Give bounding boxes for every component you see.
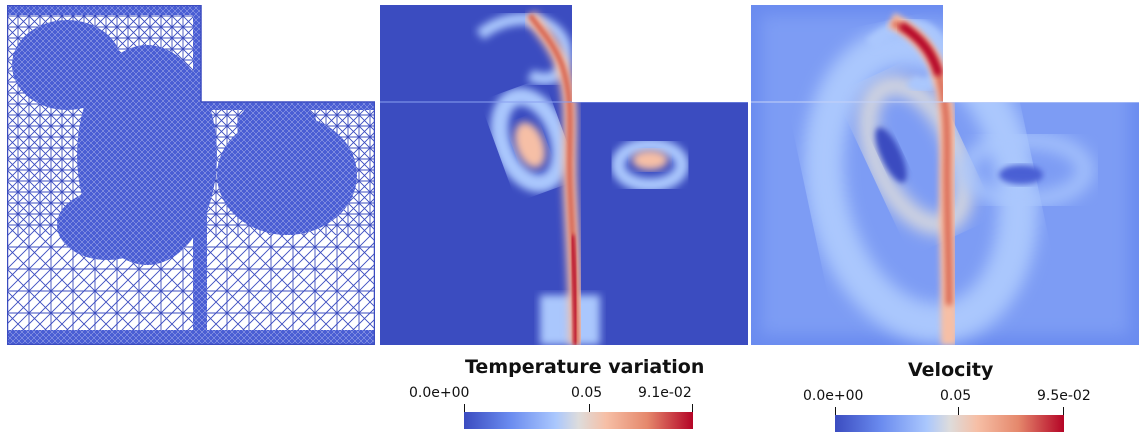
temperature-colorbar-title: Temperature variation bbox=[465, 356, 705, 378]
velocity-mid-label: 0.05 bbox=[940, 388, 972, 404]
temperature-mid-label: 0.05 bbox=[571, 385, 603, 401]
velocity-colorbar: Velocity 0.0e+00 0.05 9.5e-02 bbox=[800, 355, 1110, 439]
velocity-colorbar-title: Velocity bbox=[908, 359, 994, 381]
temperature-field-plot bbox=[380, 5, 748, 345]
velocity-min-label: 0.0e+00 bbox=[803, 388, 864, 404]
temperature-colorbar: Temperature variation 0.0e+00 0.05 9.1e-… bbox=[400, 352, 730, 437]
temperature-colorbar-gradient bbox=[464, 412, 693, 429]
temperature-max-tick bbox=[692, 404, 693, 413]
velocity-max-tick bbox=[1063, 407, 1064, 416]
temperature-field-panel bbox=[380, 5, 748, 345]
temperature-mid-tick bbox=[589, 404, 590, 413]
velocity-mid-tick bbox=[958, 407, 959, 416]
velocity-field-panel bbox=[751, 5, 1139, 345]
velocity-min-tick bbox=[835, 407, 836, 416]
mesh-panel bbox=[7, 5, 375, 345]
temperature-max-label: 9.1e-02 bbox=[638, 385, 692, 401]
temperature-min-label: 0.0e+00 bbox=[409, 385, 470, 401]
temperature-min-tick bbox=[464, 404, 465, 413]
velocity-colorbar-gradient bbox=[835, 415, 1064, 432]
mesh-plot bbox=[7, 5, 375, 345]
velocity-field-plot bbox=[751, 5, 1139, 345]
velocity-max-label: 9.5e-02 bbox=[1037, 388, 1091, 404]
